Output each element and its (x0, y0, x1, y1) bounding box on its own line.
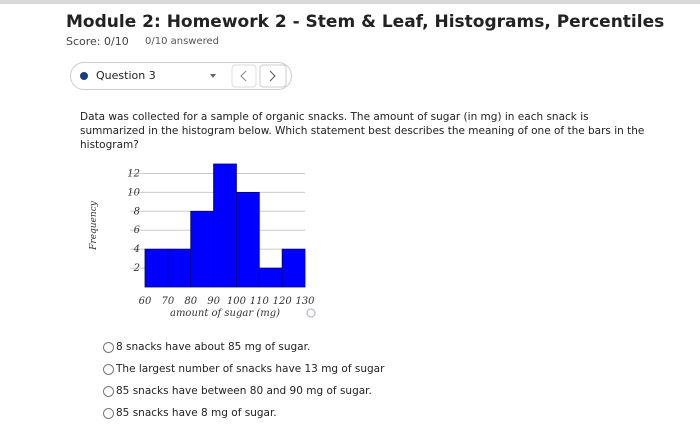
bar (190, 210, 214, 288)
radio-button[interactable] (103, 342, 114, 353)
bar (144, 248, 169, 288)
answered: 0/10 answered (145, 36, 220, 47)
question-text: Data was collected for a sample of organ… (80, 111, 645, 151)
page-title: Module 2: Homework 2 - Stem & Leaf, Hist… (66, 12, 665, 32)
x-tick-label: 120 (273, 296, 293, 307)
question-selector[interactable] (70, 62, 292, 90)
x-tick-label: 110 (250, 296, 270, 307)
x-tick-label: 70 (161, 296, 174, 307)
next-button[interactable] (259, 64, 287, 88)
radio-button[interactable] (103, 408, 114, 419)
question-label: Question 3 (96, 69, 156, 82)
radio-button[interactable] (103, 386, 114, 397)
option-text[interactable]: 85 snacks have 8 mg of sugar. (116, 407, 277, 419)
y-tick-label: 4 (133, 244, 140, 255)
bar (258, 267, 283, 288)
y-tick-label: 12 (127, 168, 140, 179)
histogram: 2 4 6 8 10 12 60 70 80 90 100 110 120 130 amount of su… (89, 163, 316, 319)
bar (213, 163, 237, 288)
question-controls (80, 64, 287, 88)
x-tick-label: 60 (139, 296, 152, 307)
y-axis-label: Frequency (89, 200, 99, 251)
y-tick-label: 6 (134, 225, 141, 236)
option-text[interactable]: 85 snacks have between 80 and 90 mg of s… (116, 385, 372, 397)
x-tick-label: 90 (207, 296, 220, 307)
radio-button[interactable] (103, 364, 114, 375)
bar (167, 248, 192, 288)
bar (281, 248, 306, 288)
y-tick-label: 2 (133, 263, 140, 274)
score: Score: 0/10 (66, 35, 129, 48)
x-axis-label: amount of sugar (mg) (170, 308, 280, 319)
option-text[interactable]: 8 snacks have about 85 mg of sugar. (116, 341, 311, 353)
y-tick-label: 8 (134, 206, 140, 217)
option-text[interactable]: The largest number of snacks have 13 mg … (116, 363, 385, 375)
bar (236, 191, 260, 288)
x-tick-label: 80 (184, 296, 197, 307)
x-tick-label: 100 (227, 296, 247, 307)
x-tick-label: 130 (295, 296, 315, 307)
y-tick-label: 10 (127, 187, 140, 198)
search-icon (306, 308, 316, 318)
prev-button[interactable] (231, 64, 257, 88)
